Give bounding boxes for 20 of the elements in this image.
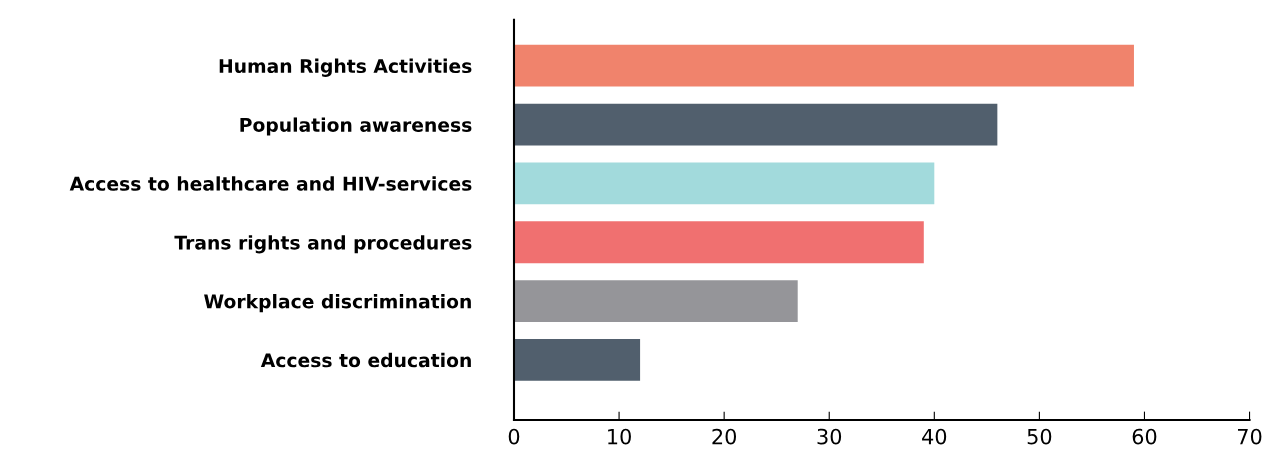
x-tick-label: 50 [1027,428,1052,445]
bar [514,280,798,322]
y-tick-label: Human Rights Activities [219,58,472,77]
bar [514,221,924,264]
x-tick-label: 60 [1132,428,1157,445]
y-tick-label: Trans rights and procedures [174,235,472,254]
x-tick-label: 10 [608,428,631,445]
x-tick-label: 40 [922,428,947,445]
x-tick-label: 30 [817,428,842,445]
x-tick-label: 70 [1238,428,1262,445]
y-tick-label: Access to education [260,352,471,368]
y-tick-label: Population awareness [240,117,472,136]
y-tick-label: Access to healthcare and HIV-services [69,176,472,191]
bar [514,44,1134,87]
bar [514,339,641,381]
bar [514,103,998,146]
bar [514,162,935,205]
x-tick-label: 20 [712,428,737,445]
x-tick-label: 0 [508,428,520,445]
y-tick-label: Workplace discrimination [204,293,471,313]
